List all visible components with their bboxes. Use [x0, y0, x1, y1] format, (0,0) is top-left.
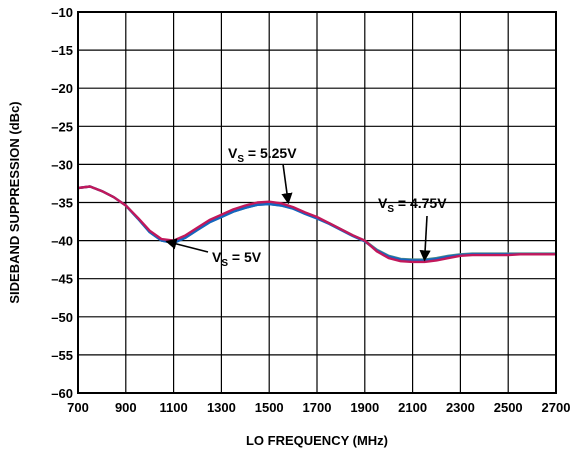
x-tick-label: 700	[67, 400, 89, 415]
y-tick-label: –30	[51, 157, 73, 172]
plot-frame	[77, 11, 557, 394]
x-tick-label: 1100	[159, 400, 187, 415]
y-tick-label: –50	[51, 310, 73, 325]
annotation-arrow	[165, 238, 209, 253]
annotation-label: VS = 4.75V	[378, 195, 447, 215]
x-tick-label: 2300	[446, 400, 475, 415]
x-tick-label: 2100	[398, 400, 427, 415]
y-tick-label: –20	[51, 81, 73, 96]
x-tick-label: 1300	[207, 400, 236, 415]
y-axis-title: SIDEBAND SUPPRESSION (dBc)	[7, 101, 22, 303]
x-tick-label: 900	[115, 400, 137, 415]
x-tick-label: 2500	[494, 400, 523, 415]
y-tick-label: –55	[51, 348, 73, 363]
x-tick-labels: 700 900 1100 1300 1500 1700 1900 2100 2300 2500 27…	[67, 400, 570, 415]
annotation-label: VS = 5V	[212, 249, 262, 269]
y-tick-label: –35	[51, 196, 73, 211]
annotation-label: VS = 5.25V	[228, 145, 297, 165]
y-tick-label: –60	[51, 386, 73, 401]
annotation-arrow	[419, 215, 431, 262]
annotation-arrow	[281, 163, 293, 205]
y-tick-label: –45	[51, 272, 73, 287]
x-tick-label: 2700	[542, 400, 571, 415]
y-tick-labels: –10 –15 –20 –25 –30 –35 –40 –45 –50 –55 –60	[51, 5, 73, 401]
y-tick-label: –25	[51, 119, 73, 134]
series-line-0	[77, 185, 556, 264]
annotations: VS = 5.25V VS = 5V VS = 4.75V	[165, 145, 447, 269]
x-tick-label: 1700	[303, 400, 332, 415]
y-tick-label: –15	[51, 43, 73, 58]
y-tick-label: –40	[51, 234, 73, 249]
grid	[77, 11, 557, 394]
x-axis-title: LO FREQUENCY (MHz)	[246, 433, 388, 448]
y-tick-label: –10	[51, 5, 73, 20]
x-tick-label: 1500	[255, 400, 284, 415]
series-lines	[77, 185, 556, 264]
x-tick-label: 1900	[350, 400, 379, 415]
